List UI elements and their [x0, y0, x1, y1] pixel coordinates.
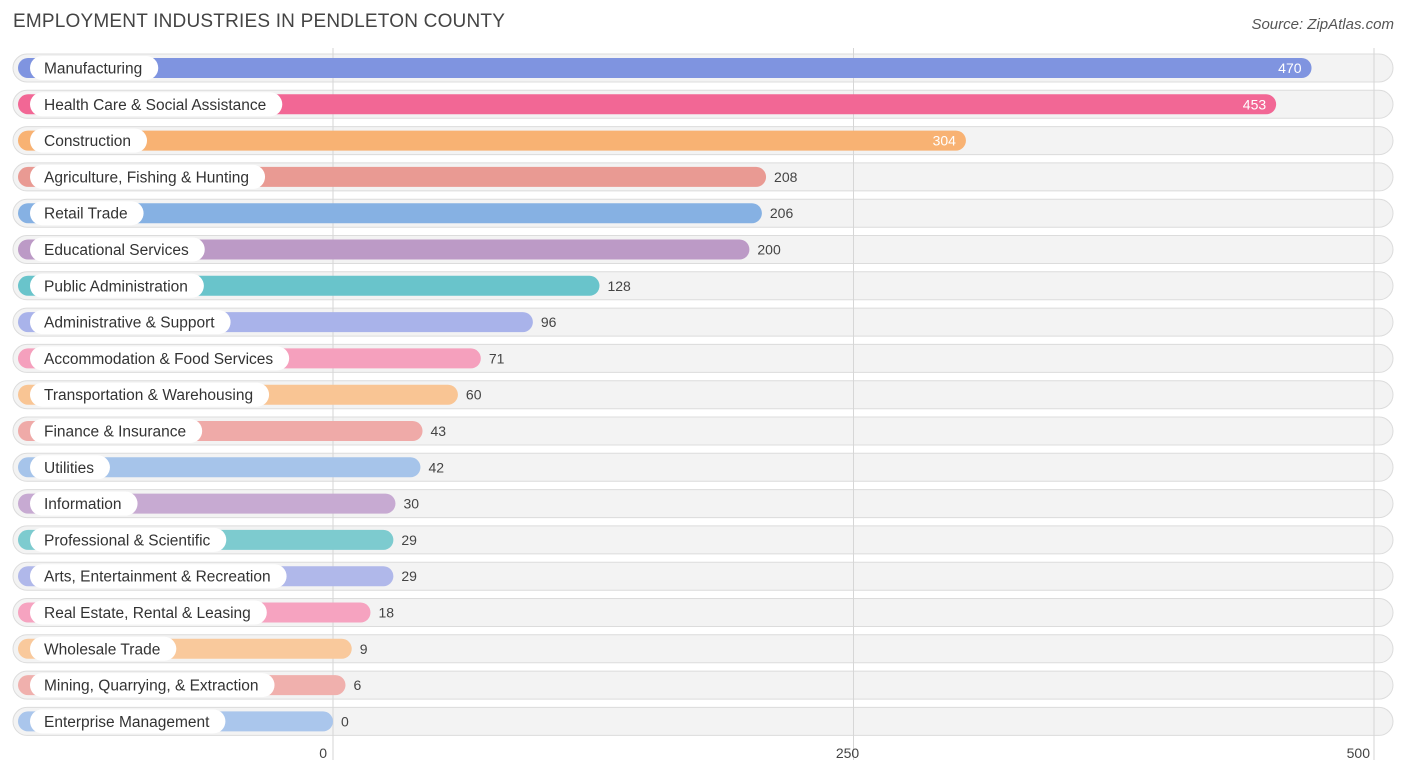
category-label: Mining, Quarrying, & Extraction: [44, 678, 259, 695]
bar: [18, 58, 1312, 78]
category-label: Retail Trade: [44, 206, 128, 223]
row-background: [12, 634, 1394, 664]
category-label: Public Administration: [44, 278, 188, 295]
category-label-pill: [30, 201, 144, 226]
category-label-pill: [30, 382, 270, 407]
bar: [18, 203, 762, 224]
row-background: [12, 670, 1394, 700]
x-tick-label: 250: [836, 745, 860, 761]
category-label-pill: [30, 636, 177, 661]
bar: [18, 457, 421, 478]
chart-title: EMPLOYMENT INDUSTRIES IN PENDLETON COUNT…: [13, 11, 506, 32]
value-label: 0: [341, 713, 349, 729]
x-tick-label: 0: [319, 745, 327, 761]
category-label: Enterprise Management: [44, 714, 210, 731]
bar: [18, 94, 1277, 115]
category-label-pill: [30, 564, 287, 589]
category-label-pill: [30, 128, 148, 153]
category-label-pill: [30, 455, 110, 480]
value-label: 453: [1243, 96, 1267, 112]
value-label: 29: [401, 568, 417, 584]
source-note: Source: ZipAtlas.com: [1251, 16, 1394, 33]
category-label-pill: [30, 56, 159, 80]
category-label: Arts, Entertainment & Recreation: [44, 569, 271, 586]
value-label: 470: [1278, 60, 1302, 76]
value-label: 60: [466, 387, 482, 403]
row-background: [12, 706, 1394, 736]
value-label: 206: [770, 205, 794, 221]
value-label: 29: [401, 532, 417, 548]
bars: Manufacturing 470 Health Care & Social Ass…: [18, 56, 1312, 734]
category-label: Transportation & Warehousing: [44, 387, 253, 404]
value-label: 9: [360, 641, 368, 657]
category-label: Finance & Insurance: [44, 424, 186, 441]
category-label: Information: [44, 496, 122, 513]
value-label: 30: [403, 496, 419, 512]
category-label-pill: [30, 310, 231, 335]
x-tick-label: 500: [1347, 745, 1371, 761]
value-label: 42: [428, 459, 444, 475]
category-label: Real Estate, Rental & Leasing: [44, 605, 251, 622]
value-label: 128: [607, 278, 631, 294]
category-label-pill: [30, 419, 203, 443]
category-label: Educational Services: [44, 242, 189, 259]
category-label: Professional & Scientific: [44, 532, 211, 549]
category-label-pill: [30, 527, 227, 552]
category-label-pill: [30, 673, 275, 698]
value-label: 6: [353, 677, 361, 693]
category-label-pill: [30, 237, 205, 262]
category-label-pill: [30, 273, 204, 298]
category-label: Agriculture, Fishing & Hunting: [44, 169, 249, 186]
value-label: 208: [774, 169, 798, 185]
category-label: Construction: [44, 133, 131, 150]
value-label: 304: [933, 133, 957, 149]
value-label: 96: [541, 314, 557, 330]
category-label: Utilities: [44, 460, 94, 477]
value-label: 18: [378, 605, 394, 621]
category-label-pill: [30, 491, 138, 516]
value-label: 43: [431, 423, 447, 439]
category-label-pill: [30, 709, 226, 734]
category-label: Administrative & Support: [44, 315, 215, 332]
category-label: Accommodation & Food Services: [44, 351, 273, 368]
value-label: 71: [489, 350, 505, 366]
category-label-pill: [30, 600, 267, 625]
category-label: Health Care & Social Assistance: [44, 97, 266, 114]
category-label-pill: [30, 164, 266, 189]
value-label: 200: [757, 242, 781, 258]
x-axis-ticks: 0 250 500: [319, 745, 1370, 761]
category-label: Wholesale Trade: [44, 641, 160, 658]
category-label-pill: [30, 346, 290, 371]
category-label-pill: [30, 92, 283, 117]
bar: [18, 130, 966, 151]
category-label: Manufacturing: [44, 61, 142, 78]
